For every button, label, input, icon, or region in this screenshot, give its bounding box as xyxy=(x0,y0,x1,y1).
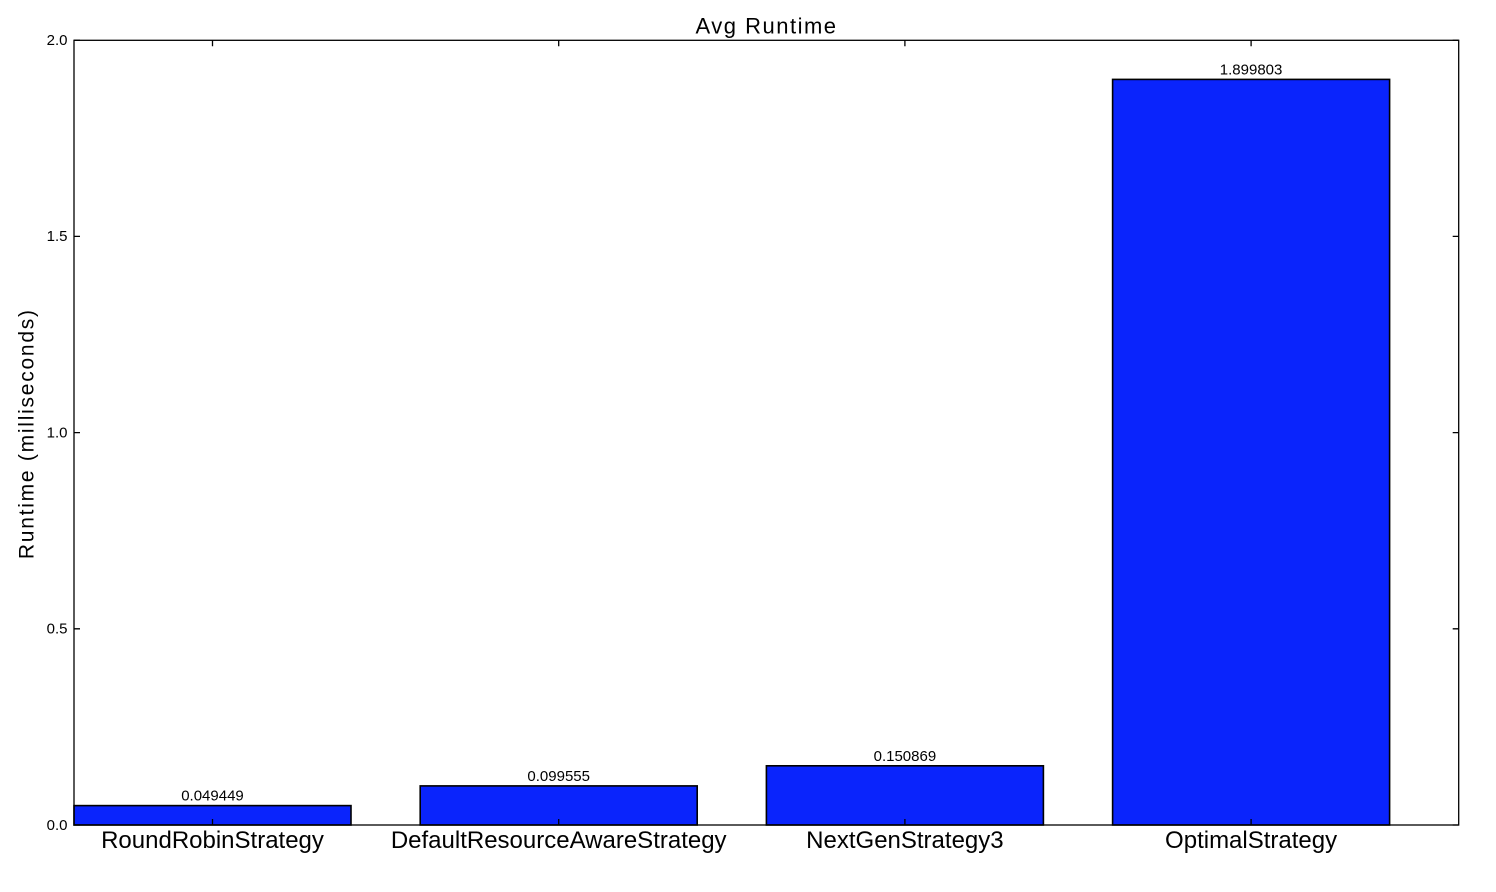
svg-text:0.0: 0.0 xyxy=(47,817,68,834)
svg-text:1.0: 1.0 xyxy=(47,424,68,441)
svg-text:OptimalStrategy: OptimalStrategy xyxy=(1165,827,1337,854)
svg-text:0.099555: 0.099555 xyxy=(527,768,590,785)
svg-text:0.5: 0.5 xyxy=(47,621,68,638)
svg-text:0.049449: 0.049449 xyxy=(181,788,244,805)
svg-text:1.5: 1.5 xyxy=(47,228,68,245)
svg-text:1.899803: 1.899803 xyxy=(1220,61,1283,78)
svg-text:DefaultResourceAwareStrategy: DefaultResourceAwareStrategy xyxy=(391,827,727,854)
svg-text:Runtime (milliseconds): Runtime (milliseconds) xyxy=(16,308,39,559)
svg-text:NextGenStrategy3: NextGenStrategy3 xyxy=(806,827,1003,854)
svg-text:RoundRobinStrategy: RoundRobinStrategy xyxy=(101,827,324,854)
svg-text:Avg Runtime: Avg Runtime xyxy=(695,14,837,39)
svg-text:0.150869: 0.150869 xyxy=(874,748,937,765)
svg-text:2.0: 2.0 xyxy=(47,32,68,49)
